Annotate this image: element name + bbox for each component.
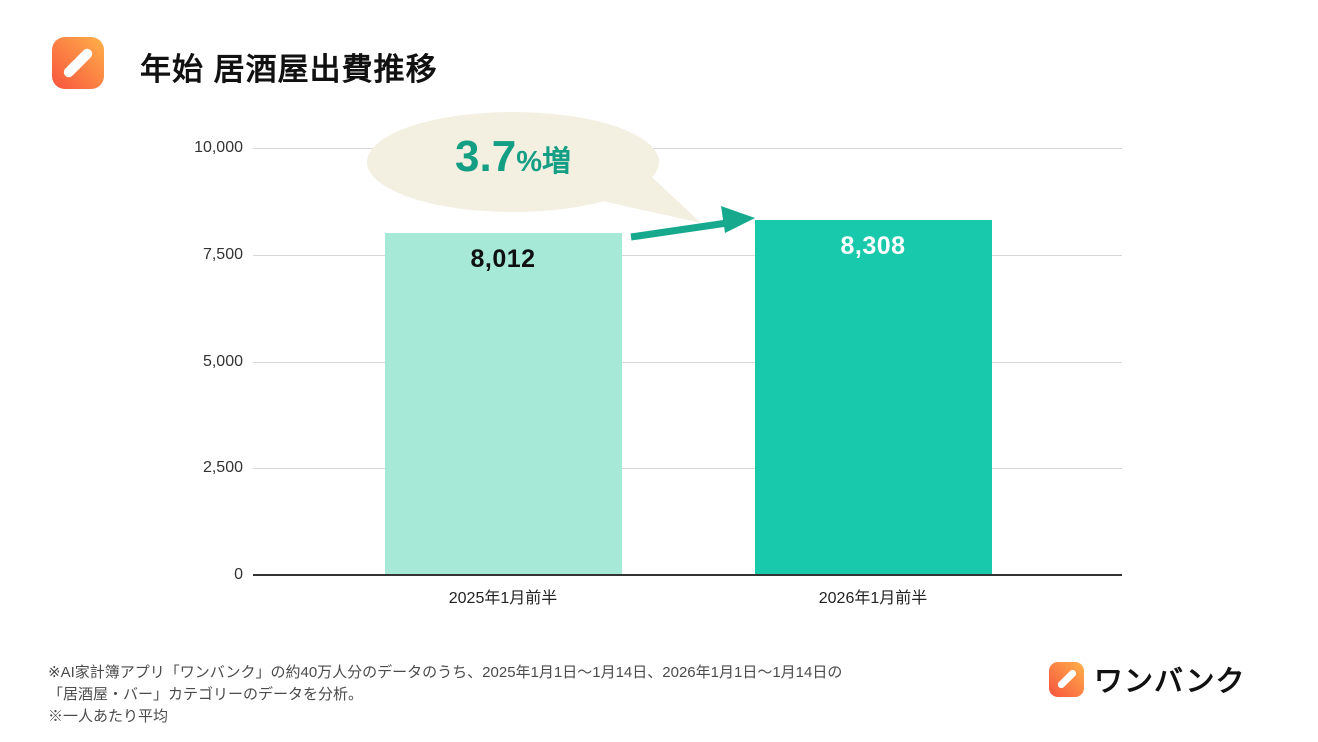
x-category-label: 2026年1月前半 <box>818 590 928 607</box>
bar: 8,012 <box>384 232 622 575</box>
increase-annotation: 3.7%増 <box>378 132 648 182</box>
bar-value-label: 8,012 <box>470 244 536 273</box>
y-gridline <box>253 468 1122 470</box>
footnote-line-2: 「居酒屋・バー」カテゴリーのデータを分析。 <box>48 686 364 703</box>
page-title: 年始 居酒屋出費推移 <box>140 52 438 87</box>
bar-value-label: 8,308 <box>840 232 906 261</box>
y-tick-label: 7,500 <box>202 245 243 263</box>
bar: 8,308 <box>754 220 992 575</box>
y-tick-label: 10,000 <box>194 139 243 156</box>
y-tick-label: 0 <box>234 566 243 583</box>
pen-icon <box>61 46 95 80</box>
increase-value: 3.7 <box>455 132 517 181</box>
y-tick-label: 2,500 <box>202 459 243 477</box>
app-logo-icon <box>52 37 104 89</box>
pen-icon <box>1055 668 1078 690</box>
brand-logo: ワンバンク <box>1049 658 1245 700</box>
brand-name: ワンバンク <box>1094 666 1246 698</box>
y-gridline <box>253 148 1122 149</box>
increase-arrow-line <box>630 219 728 241</box>
increase-suffix: %増 <box>516 146 571 178</box>
footnote-line-1: ※AI家計簿アプリ「ワンバンク」の約40万人分のデータのうち、2025年1月1日… <box>48 664 843 681</box>
x-category-label: 2025年1月前半 <box>448 590 558 607</box>
footnote: ※AI家計簿アプリ「ワンバンク」の約40万人分のデータのうち、2025年1月1日… <box>48 662 842 728</box>
x-axis-line <box>253 574 1122 576</box>
brand-logo-icon <box>1049 661 1084 697</box>
increase-arrow-head <box>721 206 755 233</box>
footnote-line-3: ※一人あたり平均 <box>48 708 169 725</box>
y-tick-label: 5,000 <box>202 352 243 370</box>
y-gridline <box>253 254 1122 256</box>
y-gridline <box>253 361 1122 363</box>
